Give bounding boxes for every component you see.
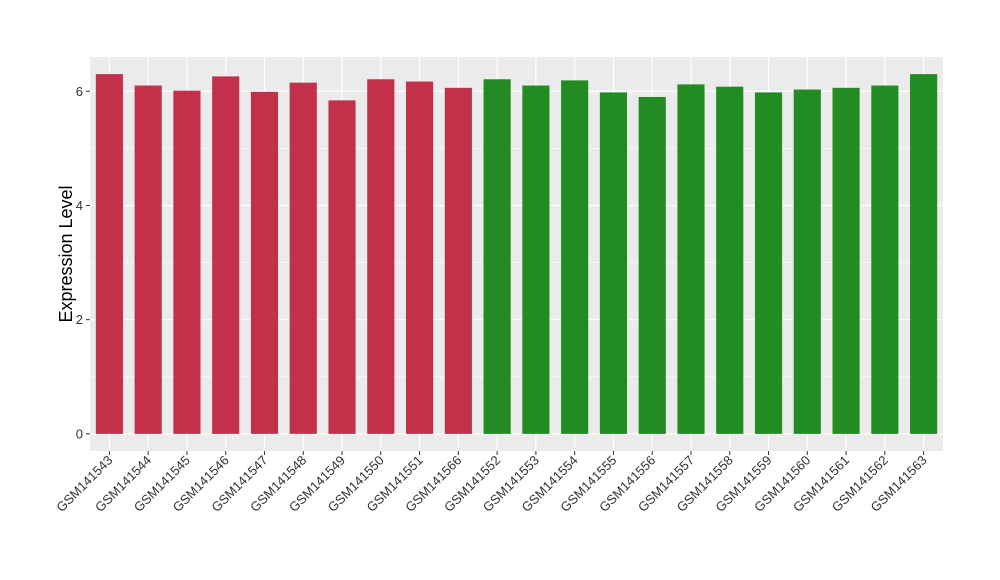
bar-GSM141552 (483, 79, 511, 434)
y-tick-label: 4 (76, 198, 83, 213)
bar-GSM141547 (250, 91, 279, 434)
bars (95, 74, 938, 434)
bar-GSM141558 (716, 86, 744, 434)
bar-GSM141545 (173, 90, 201, 434)
bar-GSM141561 (832, 87, 860, 434)
bar-GSM141543 (95, 74, 123, 434)
y-tick-label: 6 (76, 84, 83, 99)
bar-GSM141549 (328, 100, 356, 434)
bar-GSM141546 (212, 76, 240, 434)
bar-GSM141563 (910, 74, 938, 434)
bar-GSM141560 (793, 89, 821, 434)
bar-GSM141544 (134, 85, 162, 434)
bar-GSM141557 (677, 84, 705, 434)
bar-GSM141555 (599, 92, 628, 434)
bar-GSM141562 (871, 85, 899, 434)
bar-GSM141551 (405, 81, 434, 434)
bar-GSM141566 (444, 87, 472, 434)
bar-GSM141553 (522, 85, 550, 434)
y-tick-label: 2 (76, 312, 83, 327)
bar-GSM141548 (289, 82, 317, 434)
bar-GSM141550 (367, 79, 395, 434)
x-axis-ticks: GSM141543GSM141544GSM141545GSM141546GSM1… (53, 451, 930, 515)
y-tick-label: 0 (76, 426, 83, 441)
bar-GSM141556 (638, 96, 666, 434)
bar-GSM141554 (561, 80, 589, 434)
y-axis-title: Expression Level (56, 185, 76, 322)
bar-GSM141559 (754, 92, 783, 434)
y-axis-ticks: 0 2 4 6 (76, 84, 90, 441)
